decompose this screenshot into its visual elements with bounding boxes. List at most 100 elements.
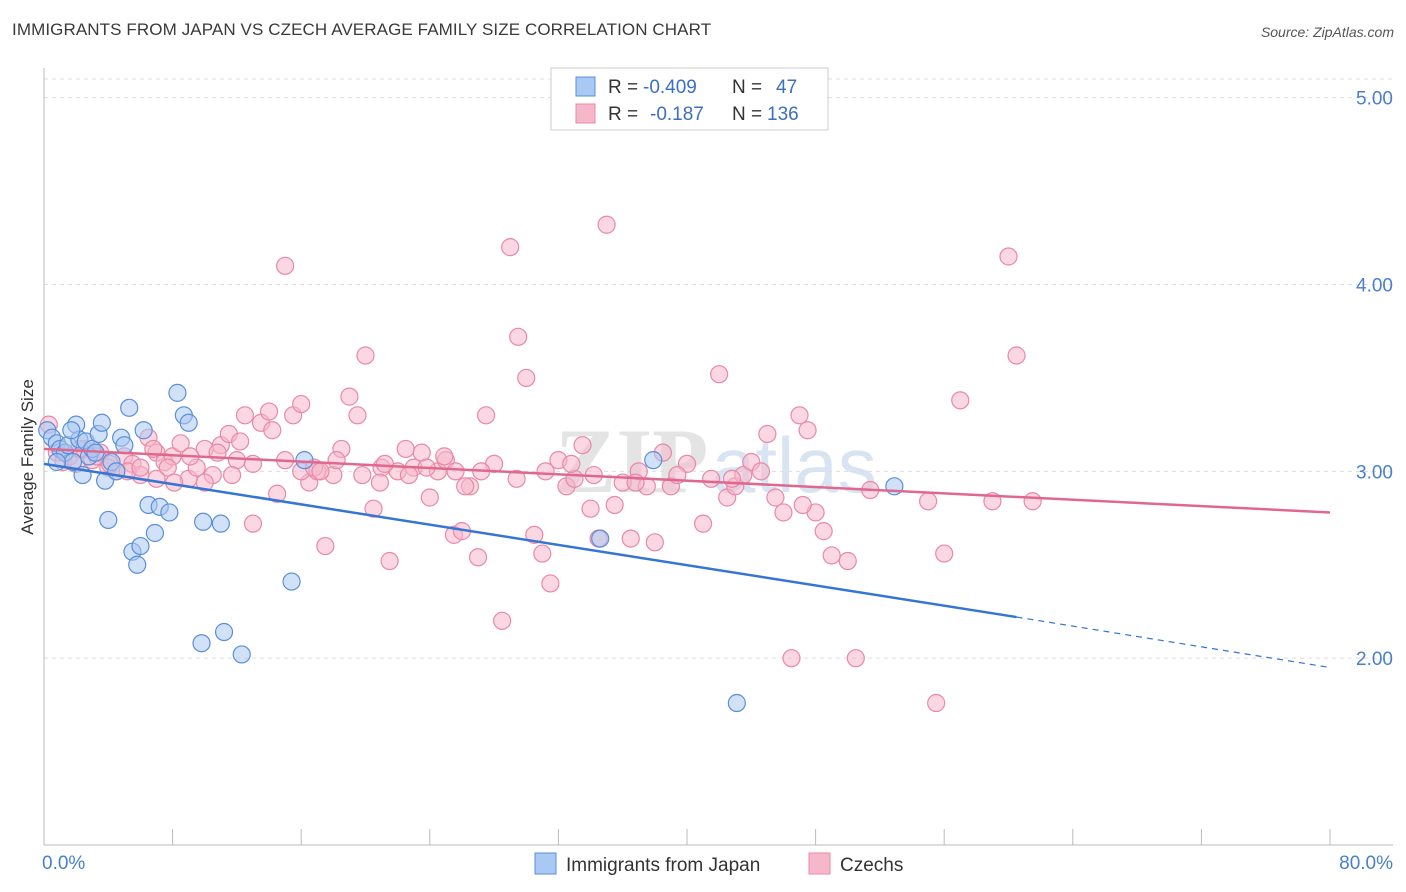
czech-point-106 xyxy=(276,256,295,275)
japan-trend-extension xyxy=(1016,616,1331,669)
czech-point-141 xyxy=(147,469,166,488)
japan-point-34 xyxy=(194,512,213,531)
japan-point-26 xyxy=(134,421,153,440)
y-tick-label-2: 4.00 xyxy=(1356,276,1393,297)
czech-point-88 xyxy=(766,488,785,507)
legend-box: R = -0.409 N = 47 R = -0.187 N = 136 xyxy=(550,67,829,131)
czech-point-39 xyxy=(348,406,367,425)
japan-point-28 xyxy=(145,523,165,543)
czech-point-92 xyxy=(798,421,817,440)
legend-n-label-japan: N = xyxy=(732,77,762,98)
czech-point-82 xyxy=(710,365,729,384)
czech-points xyxy=(39,215,1042,713)
legend-n-value-czech: 136 xyxy=(767,104,799,125)
japan-point-36 xyxy=(211,514,230,533)
chart-title: IMMIGRANTS FROM JAPAN VS CZECH AVERAGE F… xyxy=(12,20,712,39)
czech-point-128 xyxy=(456,477,475,496)
x-ticks xyxy=(43,829,1331,845)
czech-point-122 xyxy=(327,451,346,470)
japan-point-31 xyxy=(168,383,187,402)
japan-point-30 xyxy=(160,503,179,522)
japan-point-41 xyxy=(591,529,610,548)
japan-point-38 xyxy=(232,645,251,664)
czech-point-136 xyxy=(722,469,742,488)
watermark-atlas: atlas xyxy=(712,421,877,509)
japan-point-37 xyxy=(214,622,234,642)
czech-point-62 xyxy=(533,544,552,563)
japan-point-35 xyxy=(192,634,211,653)
czech-point-48 xyxy=(420,488,439,507)
legend-swatch-japan xyxy=(575,76,596,97)
japan-point-15 xyxy=(92,413,111,432)
czech-point-130 xyxy=(507,469,526,488)
czech-point-55 xyxy=(476,406,496,425)
czech-point-125 xyxy=(399,465,419,485)
czech-point-80 xyxy=(693,514,713,533)
czech-point-100 xyxy=(935,544,954,563)
bottom-legend-label-japan: Immigrants from Japan xyxy=(566,855,760,876)
x-tick-label-min: 0.0% xyxy=(42,853,85,874)
japan-point-22 xyxy=(120,398,139,417)
bottom-legend-label-czech: Czechs xyxy=(840,855,903,876)
czech-point-95 xyxy=(822,546,841,565)
japan-point-25 xyxy=(131,536,150,556)
japan-point-39 xyxy=(282,572,301,591)
czech-point-40 xyxy=(356,346,375,365)
legend-r-label-japan: R = xyxy=(608,77,638,98)
czech-point-59 xyxy=(509,327,528,346)
czech-trend-line xyxy=(43,447,1331,514)
japan-point-43 xyxy=(727,693,746,713)
czech-point-67 xyxy=(573,436,592,455)
czech-point-60 xyxy=(517,368,536,388)
bottom-legend-swatch-japan xyxy=(534,852,557,875)
czech-point-104 xyxy=(1007,346,1026,365)
czech-point-127 xyxy=(435,447,454,466)
legend-n-value-japan: 47 xyxy=(776,77,797,98)
czech-point-25 xyxy=(235,406,255,425)
legend-n-label-czech: N = xyxy=(732,104,762,125)
czech-point-124 xyxy=(375,454,394,473)
czech-point-120 xyxy=(263,421,282,440)
czech-point-87 xyxy=(758,424,777,444)
czech-point-99 xyxy=(927,693,946,713)
czech-point-143 xyxy=(311,462,330,481)
czech-point-57 xyxy=(493,611,512,630)
czech-point-145 xyxy=(446,462,465,481)
bottom-legend: Immigrants from Japan Czechs xyxy=(534,852,903,876)
czech-point-73 xyxy=(621,529,640,548)
czech-point-28 xyxy=(259,402,279,421)
czech-point-70 xyxy=(597,215,616,234)
czech-point-132 xyxy=(562,454,581,473)
czech-point-140 xyxy=(131,458,150,477)
czech-point-94 xyxy=(814,522,833,541)
czech-point-103 xyxy=(999,247,1018,266)
x-tick-label-max: 80.0% xyxy=(1339,853,1393,874)
czech-point-43 xyxy=(380,551,399,571)
czech-point-41 xyxy=(364,499,383,518)
japan-trend-line xyxy=(43,462,1017,619)
czech-point-91 xyxy=(790,406,809,425)
japan-point-42 xyxy=(644,451,663,470)
czech-point-90 xyxy=(782,649,801,668)
czech-point-45 xyxy=(396,439,415,459)
czech-point-89 xyxy=(774,503,793,522)
bottom-legend-swatch-czech xyxy=(808,852,831,875)
japan-point-46 xyxy=(62,421,81,440)
czech-point-66 xyxy=(565,469,584,488)
czech-point-119 xyxy=(231,432,250,451)
czech-point-54 xyxy=(468,548,488,567)
legend-r-value-japan: -0.409 xyxy=(643,77,697,98)
y-tick-labels: 2.00 3.00 4.00 5.00 xyxy=(1356,89,1393,670)
czech-point-76 xyxy=(645,533,664,552)
czech-point-142 xyxy=(222,465,242,485)
japan-point-33 xyxy=(179,413,198,432)
axes xyxy=(43,68,1393,846)
source-label: Source: ZipAtlas.com xyxy=(1260,24,1394,40)
czech-point-17 xyxy=(171,434,190,453)
czech-point-101 xyxy=(951,391,970,410)
legend-r-value-czech: -0.187 xyxy=(650,104,704,125)
czech-point-96 xyxy=(838,551,857,571)
y-tick-label-3: 5.00 xyxy=(1356,89,1393,110)
czech-point-144 xyxy=(370,473,390,492)
